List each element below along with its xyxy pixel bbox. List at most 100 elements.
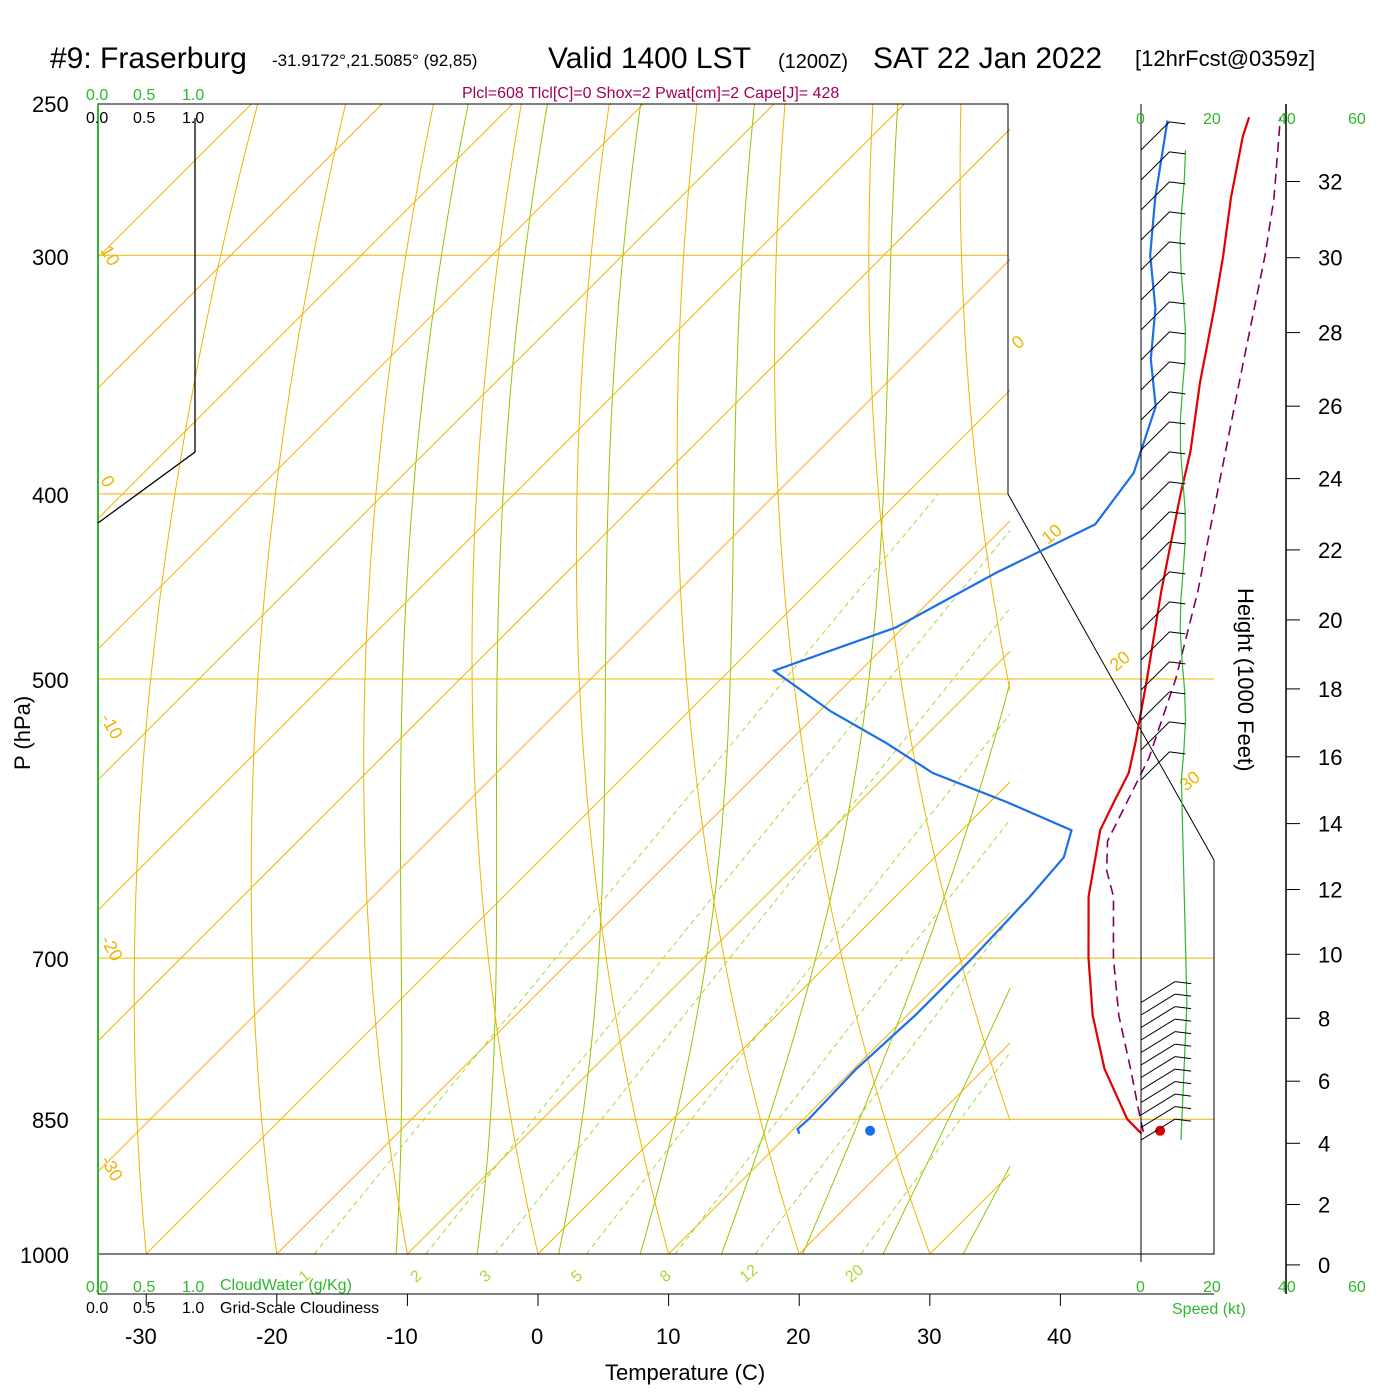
wind-barb-flag-2 — [1175, 1093, 1192, 1097]
dry-adiabat--20 — [250, 104, 347, 1254]
wind-barb-flag-1 — [1175, 1106, 1192, 1110]
height-tick-32: 32 — [1318, 170, 1342, 195]
cloud-bottom-black-1: 0.5 — [133, 1300, 155, 1317]
wind-barb-shaft-28 — [1140, 271, 1170, 301]
wind-barb-shaft-31 — [1140, 181, 1170, 211]
height-tick-22: 22 — [1318, 538, 1342, 563]
dry-adiabat-60 — [1049, 70, 1343, 1294]
valid-date: SAT 22 Jan 2022 — [873, 42, 1102, 75]
wind-panel: 0 20 40 60 0 20 40 60 Speed (kt) — [1136, 104, 1366, 1318]
wind-barb-flag-16 — [1169, 631, 1186, 635]
wind-barb-flag-26 — [1169, 331, 1186, 335]
height-tick-24: 24 — [1318, 467, 1342, 492]
mixing-ratio-label-12: 12 — [737, 1262, 762, 1287]
zulu-time: (1200Z) — [778, 51, 848, 73]
p-tick-850: 850 — [32, 1108, 69, 1133]
wind-barb-shaft-13 — [1140, 721, 1170, 751]
height-tick-10: 10 — [1318, 942, 1342, 967]
mixing-ratio-1 — [313, 493, 939, 1254]
cloud-bottom-ticks: 0.0 0.5 1.0 CloudWater (g/Kg) 0.0 0.5 1.… — [86, 1277, 379, 1317]
isotherm-label-right-8: 30 — [1176, 767, 1204, 795]
wind-barb-shaft-22 — [1140, 451, 1170, 481]
height-tick-4: 4 — [1318, 1131, 1330, 1156]
height-tick-0: 0 — [1318, 1253, 1330, 1278]
moist-adiabat-34 — [962, 1165, 1010, 1254]
indices-line: Plcl=608 Tlcl[C]=0 Shox=2 Pwat[cm]=2 Cap… — [462, 85, 839, 102]
profile-dewpoint — [771, 120, 1169, 1135]
t-tick-30: 30 — [917, 1324, 941, 1349]
cloud-bottom-green-0: 0.0 — [86, 1279, 108, 1296]
isotherm-0 — [537, 781, 1010, 1254]
wind-barb-shaft-15 — [1140, 661, 1170, 691]
wind-barb-shaft-23 — [1140, 421, 1170, 451]
height-tick-8: 8 — [1318, 1006, 1330, 1031]
cloud-top-black-1: 0.5 — [133, 110, 155, 127]
wind-speed-profile — [1179, 149, 1188, 1141]
pressure-axis: 250 300 400 500 700 850 1000 P (hPa) — [10, 92, 69, 1268]
dry-adiabat-20 — [676, 104, 800, 1254]
mixing-ratio-3 — [494, 607, 1010, 1254]
mixing-ratio-20 — [860, 1051, 1010, 1254]
mixing-ratio-label-20: 20 — [843, 1262, 868, 1287]
height-tick-28: 28 — [1318, 321, 1342, 346]
wind-barb-flag-29 — [1169, 241, 1186, 245]
wind-barb-shaft-4 — [1140, 1068, 1176, 1091]
wind-barb-shaft-11 — [1140, 981, 1176, 1003]
cloud-top-ticks: 0.0 0.5 1.0 0.0 0.5 1.0 — [86, 87, 204, 127]
wind-barb-flag-30 — [1169, 211, 1186, 215]
cloud-top-black-0: 0.0 — [86, 110, 108, 127]
t-tick-m30: -30 — [125, 1324, 157, 1349]
wind-barb-flag-10 — [1175, 993, 1192, 997]
wind-barb-shaft-16 — [1140, 631, 1170, 661]
station-title: #9: Fraserburg — [50, 42, 247, 75]
wind-barb-flag-28 — [1169, 271, 1186, 275]
wind-barb-shaft-32 — [1140, 151, 1170, 181]
isotherm--90 — [98, 104, 513, 520]
wind-barb-flag-7 — [1175, 1031, 1192, 1035]
wind-barb-flag-25 — [1169, 361, 1186, 365]
isotherm-label-right-6: 10 — [1038, 520, 1066, 548]
height-tick-20: 20 — [1318, 608, 1342, 633]
wind-barb-shaft-21 — [1140, 481, 1170, 511]
cloud-bottom-black-0: 0.0 — [86, 1300, 108, 1317]
wind-barb-flag-21 — [1169, 481, 1186, 485]
wind-barb-shaft-12 — [1140, 751, 1170, 781]
wind-barb-flag-20 — [1169, 511, 1186, 515]
speed-top-40: 40 — [1278, 111, 1296, 128]
moist-adiabat-40 — [1020, 70, 1400, 1294]
profile-parcel — [1105, 117, 1282, 1132]
isotherm-label-left-1: 0 — [97, 472, 119, 491]
wind-barb-flag-24 — [1169, 391, 1186, 395]
dry-adiabats — [133, 70, 1400, 1294]
speed-top-0: 0 — [1136, 111, 1145, 128]
temperature-axis: -30 -20 -10 0 10 20 30 40 Temperature (C… — [98, 1293, 1214, 1385]
isotherm-label-right-7: 20 — [1106, 647, 1134, 675]
p-tick-300: 300 — [32, 245, 69, 270]
wind-barb-flag-27 — [1169, 301, 1186, 305]
wind-barbs — [1140, 121, 1192, 1141]
moist-adiabat--8 — [395, 104, 469, 1254]
cloud-top-green-0: 0.0 — [86, 87, 108, 104]
speed-top-60: 60 — [1348, 111, 1366, 128]
wind-barb-flag-32 — [1169, 151, 1186, 155]
p-tick-400: 400 — [32, 483, 69, 508]
isotherm-label-right-5: 0 — [1008, 331, 1029, 353]
cloud-bottom-black-2: 1.0 — [182, 1300, 204, 1317]
wind-barb-flag-8 — [1175, 1018, 1192, 1022]
cloudiness-profile — [97, 118, 196, 524]
isobars — [98, 103, 1214, 1255]
dry-adiabat-0 — [471, 104, 539, 1254]
dry-adiabat--10 — [363, 104, 435, 1254]
cloud-top-green-1: 0.5 — [133, 87, 155, 104]
dry-adiabat-30 — [774, 104, 931, 1254]
cloud-bottom-green-2: 1.0 — [182, 1279, 204, 1296]
height-tick-6: 6 — [1318, 1069, 1330, 1094]
mixing-ratio-label-8: 8 — [657, 1267, 675, 1286]
isotherm-label-left-3: -20 — [97, 932, 127, 965]
dry-adiabat-100 — [1396, 70, 1400, 1294]
height-tick-26: 26 — [1318, 394, 1342, 419]
t-tick-10: 10 — [656, 1324, 680, 1349]
dry-adiabat-50 — [959, 104, 1010, 693]
wind-barb-shaft-25 — [1140, 361, 1170, 391]
